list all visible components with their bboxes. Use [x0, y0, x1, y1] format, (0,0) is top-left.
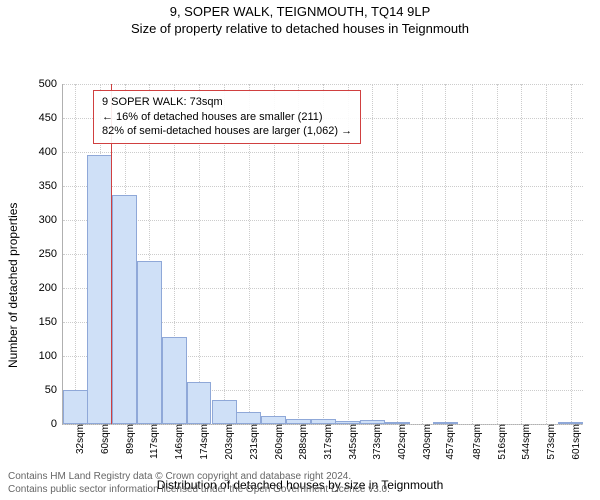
gridline-v	[497, 84, 498, 424]
gridline-v	[422, 84, 423, 424]
histogram-bar	[385, 422, 410, 424]
gridline-v	[372, 84, 373, 424]
x-tick-label: 573sqm	[546, 424, 557, 460]
x-tick-label: 117sqm	[149, 424, 160, 459]
footer-attribution: Contains HM Land Registry data © Crown c…	[8, 470, 390, 496]
histogram-bar	[261, 416, 286, 424]
y-tick-label: 250	[39, 248, 63, 260]
gridline-v	[445, 84, 446, 424]
histogram-bar	[433, 422, 458, 424]
histogram-bar	[137, 261, 162, 424]
histogram-bar	[63, 390, 88, 424]
gridline-v	[397, 84, 398, 424]
x-tick-label: 260sqm	[274, 424, 285, 460]
page-title-address: 9, SOPER WALK, TEIGNMOUTH, TQ14 9LP	[0, 4, 600, 21]
y-tick-label: 0	[51, 418, 63, 430]
x-tick-label: 203sqm	[224, 424, 235, 460]
footer-line2: Contains public sector information licen…	[8, 483, 390, 496]
gridline-v	[546, 84, 547, 424]
x-tick-label: 60sqm	[100, 424, 111, 454]
footer-line1: Contains HM Land Registry data © Crown c…	[8, 470, 390, 483]
page-title-desc: Size of property relative to detached ho…	[0, 21, 600, 38]
y-tick-label: 300	[39, 214, 63, 226]
y-tick-label: 400	[39, 146, 63, 158]
annotation-line: ← 16% of detached houses are smaller (21…	[102, 110, 352, 125]
histogram-bar	[335, 421, 360, 424]
x-tick-label: 430sqm	[422, 424, 433, 460]
x-tick-label: 373sqm	[372, 424, 383, 460]
x-tick-label: 288sqm	[298, 424, 309, 460]
annotation-line: 82% of semi-detached houses are larger (…	[102, 124, 352, 139]
histogram-bar	[187, 382, 212, 424]
x-tick-label: 317sqm	[323, 424, 334, 460]
x-tick-label: 487sqm	[472, 424, 483, 460]
histogram-bar	[212, 400, 237, 424]
y-tick-label: 200	[39, 282, 63, 294]
x-tick-label: 231sqm	[249, 424, 260, 460]
histogram-bar	[558, 422, 583, 424]
annotation-line: 9 SOPER WALK: 73sqm	[102, 95, 352, 110]
x-tick-label: 457sqm	[445, 424, 456, 460]
histogram-bar	[112, 195, 137, 424]
histogram-bar	[87, 155, 112, 424]
histogram-bar	[360, 420, 385, 423]
y-tick-label: 150	[39, 316, 63, 328]
y-tick-label: 450	[39, 112, 63, 124]
y-tick-label: 350	[39, 180, 63, 192]
y-tick-label: 500	[39, 78, 63, 90]
gridline-v	[75, 84, 76, 424]
x-tick-label: 601sqm	[571, 424, 582, 460]
x-tick-label: 89sqm	[125, 424, 136, 454]
histogram-bar	[162, 337, 187, 423]
histogram-bar	[236, 412, 261, 424]
y-axis-label: Number of detached properties	[6, 202, 20, 367]
x-tick-label: 32sqm	[75, 424, 86, 454]
x-tick-label: 516sqm	[497, 424, 508, 460]
histogram-bar	[286, 419, 311, 424]
x-tick-label: 146sqm	[174, 424, 185, 460]
x-tick-label: 544sqm	[521, 424, 532, 460]
y-tick-label: 100	[39, 350, 63, 362]
y-tick-label: 50	[45, 384, 63, 396]
gridline-v	[571, 84, 572, 424]
annotation-box: 9 SOPER WALK: 73sqm← 16% of detached hou…	[93, 90, 361, 145]
gridline-v	[521, 84, 522, 424]
histogram-bar	[311, 419, 336, 424]
x-tick-label: 174sqm	[199, 424, 210, 460]
plot-area: 05010015020025030035040045050032sqm60sqm…	[62, 84, 583, 425]
x-tick-label: 345sqm	[348, 424, 359, 460]
x-tick-label: 402sqm	[397, 424, 408, 460]
gridline-v	[472, 84, 473, 424]
